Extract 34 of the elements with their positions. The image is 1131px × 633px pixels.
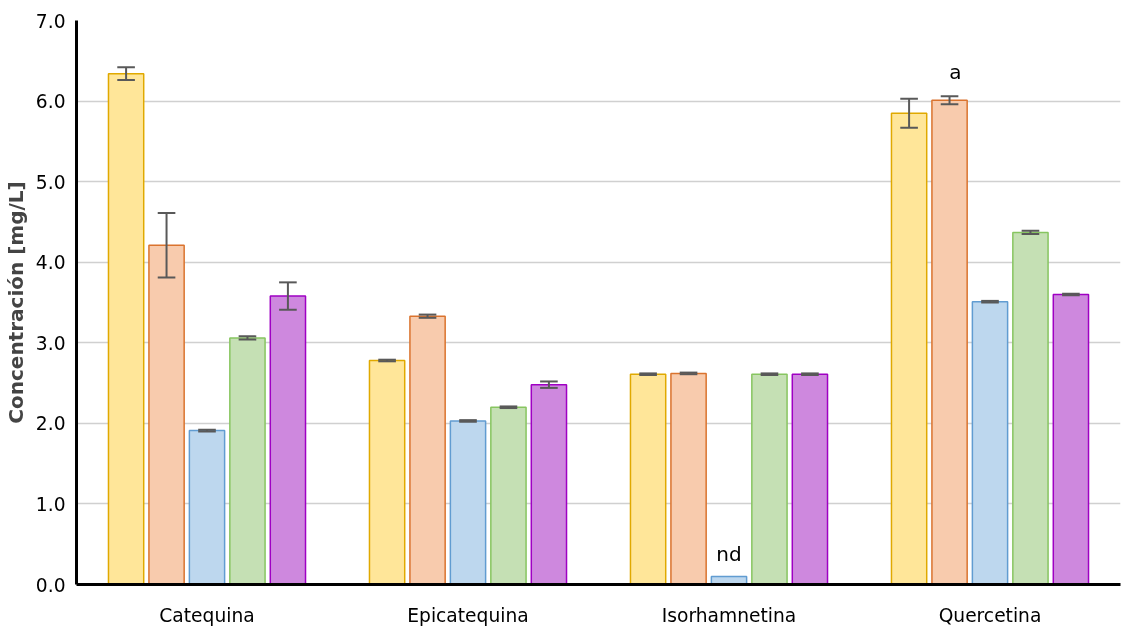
bar	[670, 372, 707, 585]
bar	[530, 383, 568, 585]
bar	[890, 112, 928, 585]
y-axis-title: Concentración [mg/L]	[3, 181, 28, 424]
bar	[148, 244, 185, 585]
bar	[931, 99, 968, 585]
y-tick-label: 7.0	[35, 10, 66, 32]
x-tick-label: Epicatequina	[407, 604, 529, 626]
y-tick-label: 1.0	[35, 493, 66, 515]
bar	[368, 359, 406, 585]
bar	[449, 420, 487, 585]
annotation: nd	[716, 542, 742, 567]
bar	[107, 72, 145, 585]
x-tick-label: Quercetina	[938, 604, 1042, 626]
bar	[269, 295, 307, 585]
bar	[1012, 231, 1049, 585]
bar	[751, 373, 788, 585]
bar	[409, 315, 446, 585]
bar	[1052, 293, 1090, 585]
x-tick-label: Catequina	[159, 604, 255, 626]
y-tick-label: 0.0	[35, 574, 66, 596]
y-tick-label: 3.0	[35, 332, 66, 354]
bar	[490, 406, 527, 585]
y-tick-label: 2.0	[35, 413, 66, 435]
bar	[629, 373, 667, 585]
bar	[971, 300, 1009, 585]
annotation: a	[949, 59, 962, 84]
bar	[229, 337, 266, 585]
y-tick-label: 6.0	[35, 91, 66, 113]
x-tick-label: Isorhamnetina	[661, 604, 797, 626]
bar	[791, 373, 829, 585]
y-tick-label: 5.0	[35, 171, 66, 193]
bar	[188, 429, 226, 585]
y-tick-label: 4.0	[35, 252, 66, 274]
